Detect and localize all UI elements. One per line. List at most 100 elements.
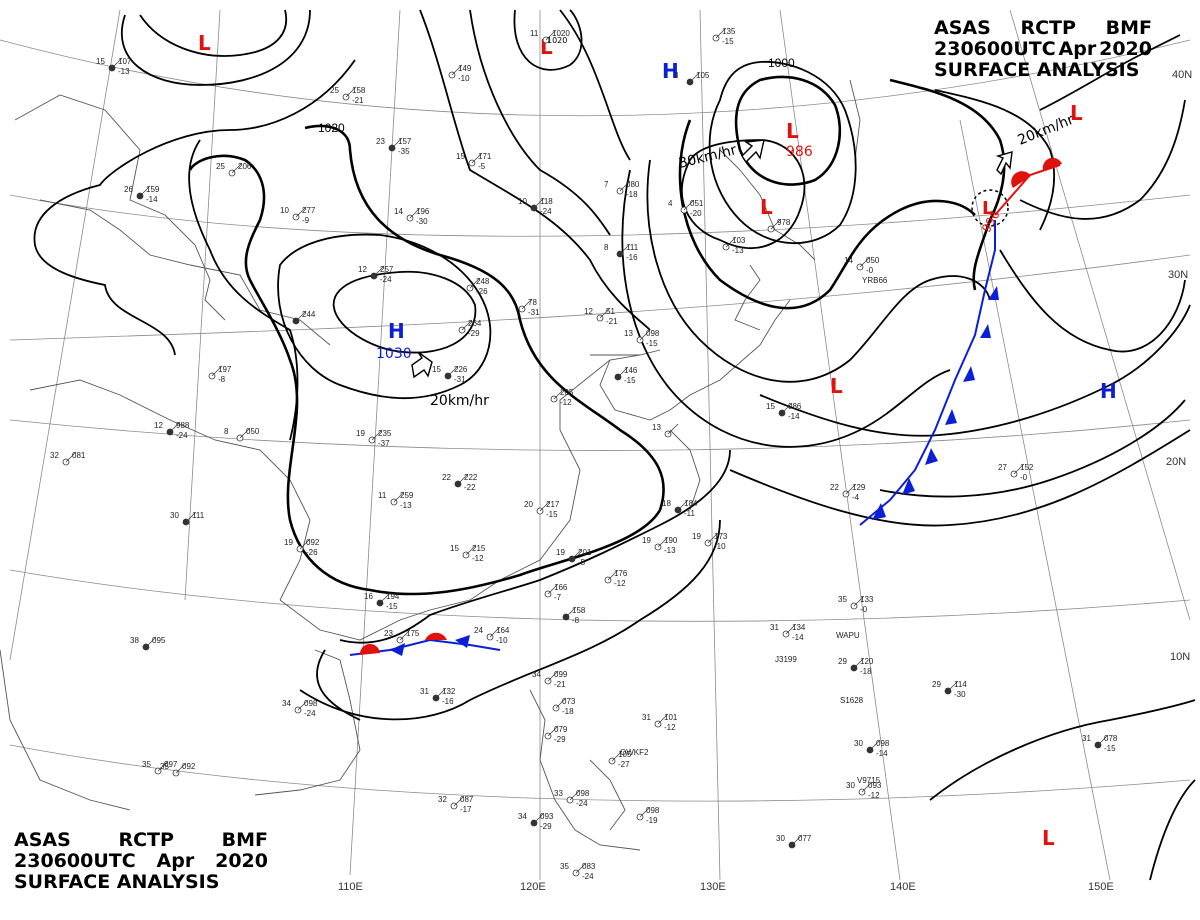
station-plot: 11 259-13 [378, 491, 414, 510]
wind-barb [565, 606, 577, 618]
station-pressure: 235 [378, 429, 392, 438]
station-plot: 29 114-30 [932, 680, 967, 699]
wind-barb [547, 583, 559, 595]
station-temperature: 13 [624, 329, 633, 338]
station-tendency: -13 [400, 501, 412, 510]
station-plot: 12 51-21 [584, 307, 618, 326]
station-tendency: -10 [496, 636, 508, 645]
station-pressure: 196 [416, 207, 430, 216]
station-tendency: -17 [460, 805, 472, 814]
low-center-letter: L [1070, 101, 1083, 125]
station-tendency: -30 [416, 217, 428, 226]
station-pressure: 134 [792, 623, 806, 632]
station-pressure: 51 [606, 307, 615, 316]
station-temperature: 4 [668, 199, 673, 208]
wind-barb [185, 511, 197, 523]
station-pressure: 129 [852, 483, 866, 492]
wind-barb [861, 781, 873, 793]
header-product: SURFACE ANALYSIS [14, 871, 220, 893]
station-pressure: 077 [798, 834, 812, 843]
station-plot: 25 206 [216, 162, 252, 177]
header-bottom: ASAS RCTP BMF 230600UTC Apr 2020 SURFACE… [14, 830, 268, 893]
station-temperature: 19 [556, 548, 565, 557]
station-pressure: 105 [696, 71, 710, 80]
station-pressure: 093 [540, 812, 554, 821]
station-tendency: -4 [852, 493, 860, 502]
lat-label-40n: 40N [1172, 69, 1192, 81]
station-ids: YRB66 WAPU J3199 S1628 OWKF2 V9715 [620, 276, 888, 785]
station-temperature: 22 [442, 473, 451, 482]
station-temperature: 31 [1082, 734, 1091, 743]
station-temperature: 26 [124, 185, 133, 194]
station-plot: 78-31 [518, 298, 540, 317]
station-temperature: 25 [216, 162, 225, 171]
wind-barb [555, 697, 567, 709]
station-plot: 248-26 [466, 277, 490, 296]
station-pressure: 197 [218, 365, 232, 374]
station-tendency: -12 [664, 723, 676, 732]
station-plot: 34 098-24 [282, 699, 318, 718]
station-temperature: 23 [384, 629, 393, 638]
header-product: SURFACE ANALYSIS [934, 59, 1140, 81]
station-pressure: 097 [164, 760, 178, 769]
station-temperature: 12 [584, 307, 593, 316]
station-tendency: -26 [476, 287, 488, 296]
header-bureau: BMF [221, 829, 268, 851]
station-temperature: 31 [770, 623, 779, 632]
lon-label-110e: 110E [338, 881, 363, 893]
station-pressure: 184 [684, 499, 698, 508]
station-plot: 18 184-11 [662, 499, 698, 518]
station-plot: 13 [652, 423, 679, 438]
station-tendency: -29 [468, 329, 480, 338]
station-plot: 12 988-24 [154, 421, 190, 440]
station-tendency: -20 [690, 209, 702, 218]
high-center-value: 1030 [376, 346, 412, 362]
wind-barb [157, 760, 169, 772]
station-plot: 8 050 [224, 427, 260, 442]
wind-barb [545, 29, 557, 41]
lon-label-120e: 120E [520, 881, 546, 893]
header-valid-time: 230600UTC [14, 850, 136, 872]
wind-barb [409, 207, 421, 219]
station-plot: 23 175 [384, 629, 420, 644]
station-temperature: 35 [142, 760, 151, 769]
wind-barb [465, 544, 477, 556]
station-pressure: 093 [868, 781, 882, 790]
station-tendency: -13 [118, 67, 130, 76]
wind-barb [770, 218, 782, 230]
station-plot: 22 129-4 [830, 483, 866, 502]
station-plot: 19 201-5 [556, 548, 592, 567]
station-id: WAPU [836, 631, 860, 640]
station-temperature: 35 [560, 862, 569, 871]
wind-barb [845, 483, 857, 495]
station-pressure: 073 [562, 697, 576, 706]
lon-label-130e: 130E [700, 881, 726, 893]
station-temperature: 29 [932, 680, 941, 689]
station-plot: 098-19 [636, 806, 660, 825]
station-temperature: 15 [766, 402, 775, 411]
station-plot: 15 107-13 [96, 57, 132, 76]
station-pressure: 098 [646, 806, 660, 815]
wind-barb [689, 71, 701, 83]
station-plot: 31 132-16 [420, 687, 456, 706]
wind-barb [853, 657, 865, 669]
low-center-value: 986 [786, 144, 813, 160]
station-plot: 176-12 [604, 569, 628, 588]
station-tendency: -14 [146, 195, 158, 204]
motion-arrows [411, 139, 1013, 379]
wind-barb [533, 197, 545, 209]
wind-barb [859, 256, 871, 268]
station-pressure: 978 [777, 218, 791, 227]
station-id: V9715 [857, 776, 881, 785]
wind-barb [299, 538, 311, 550]
wind-barb [489, 626, 501, 638]
station-tendency: -14 [876, 749, 888, 758]
header-year: 2020 [1099, 38, 1152, 60]
station-temperature: 19 [284, 538, 293, 547]
wind-barb [1097, 734, 1109, 746]
wind-barb [619, 243, 631, 255]
lat-label-10n: 10N [1170, 651, 1190, 663]
station-plot: 30 098-14 [854, 739, 890, 758]
station-tendency: -21 [352, 96, 364, 105]
station-plot: 3 105 [674, 71, 710, 86]
